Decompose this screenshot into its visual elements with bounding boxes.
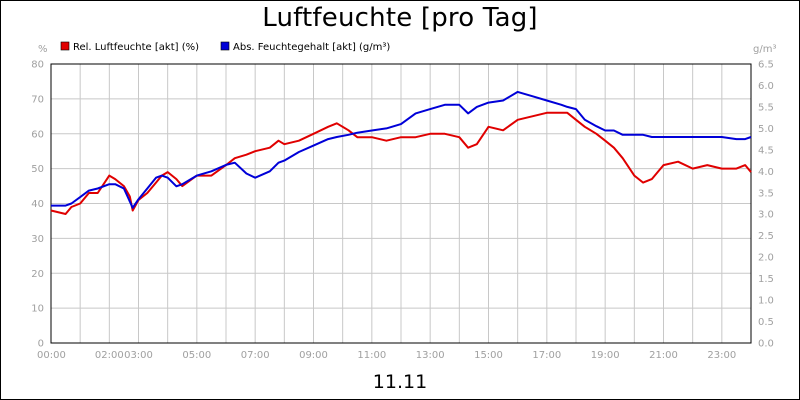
- x-axis-tick-label: 21:00: [649, 350, 678, 361]
- right-axis-unit: g/m³: [753, 44, 776, 55]
- right-axis-tick-label: 0.0: [758, 339, 774, 350]
- left-axis-tick-label: 10: [31, 304, 44, 315]
- left-axis-tick-label: 80: [31, 60, 44, 71]
- x-axis-tick-label: 03:00: [124, 350, 153, 361]
- x-axis-tick-label: 15:00: [474, 350, 503, 361]
- x-axis-tick-label: 19:00: [591, 350, 620, 361]
- x-axis-tick-label: 07:00: [241, 350, 270, 361]
- legend-label: Abs. Feuchtegehalt [akt] (g/m³): [233, 42, 390, 53]
- right-axis-tick-label: 5.5: [758, 102, 774, 113]
- right-axis-tick-label: 3.0: [758, 210, 774, 221]
- right-axis-tick-label: 2.5: [758, 231, 774, 242]
- legend: Rel. Luftfeuchte [akt] (%) Abs. Feuchtege…: [60, 41, 390, 53]
- right-axis-tick-label: 4.5: [758, 145, 774, 156]
- right-axis-tick-label: 5.0: [758, 124, 774, 135]
- legend-label: Rel. Luftfeuchte [akt] (%): [73, 42, 199, 53]
- series-line: [51, 90, 752, 209]
- left-axis-tick-label: 30: [31, 234, 44, 245]
- right-axis-tick-label: 6.0: [758, 81, 774, 92]
- right-axis-tick-label: 4.0: [758, 167, 774, 178]
- left-axis-tick-label: 50: [31, 164, 44, 175]
- date-label: 11.11: [372, 371, 428, 393]
- left-axis-tick-label: 20: [31, 269, 44, 280]
- left-axis-tick-label: 70: [31, 94, 44, 105]
- right-axis-tick-label: 1.5: [758, 274, 774, 285]
- right-axis-tick-label: 0.5: [758, 317, 774, 328]
- legend-swatch: [60, 41, 70, 51]
- chart-title: Luftfeuchte [pro Tag]: [262, 3, 538, 33]
- x-axis-tick-label: 13:00: [416, 350, 445, 361]
- series-layer: [50, 90, 752, 215]
- x-axis-tick-label: 02:00: [95, 350, 124, 361]
- legend-swatch: [220, 41, 230, 51]
- x-axis-tick-label: 09:00: [299, 350, 328, 361]
- left-axis-unit: %: [38, 44, 48, 55]
- x-axis-tick-label: 23:00: [707, 350, 736, 361]
- x-axis-tick-label: 05:00: [182, 350, 211, 361]
- axes: 0 10 20 30 40 50 60 70 80 0.0 0.5 1.0 1.5 2.0 2.5 3.0 3.…: [31, 44, 776, 361]
- right-axis-tick-label: 2.0: [758, 253, 774, 264]
- right-axis-tick-label: 3.5: [758, 188, 774, 199]
- right-axis-tick-label: 1.0: [758, 296, 774, 307]
- x-axis-tick-label: 00:00: [37, 350, 66, 361]
- left-axis-tick-label: 0: [38, 339, 44, 350]
- left-axis-tick-label: 40: [31, 199, 44, 210]
- grid: [50, 63, 752, 344]
- x-axis-tick-label: 11:00: [357, 350, 386, 361]
- plot-border: [50, 63, 752, 344]
- right-axis-tick-label: 6.5: [758, 60, 774, 71]
- x-axis-tick-label: 17:00: [532, 350, 561, 361]
- left-axis-tick-label: 60: [31, 129, 44, 140]
